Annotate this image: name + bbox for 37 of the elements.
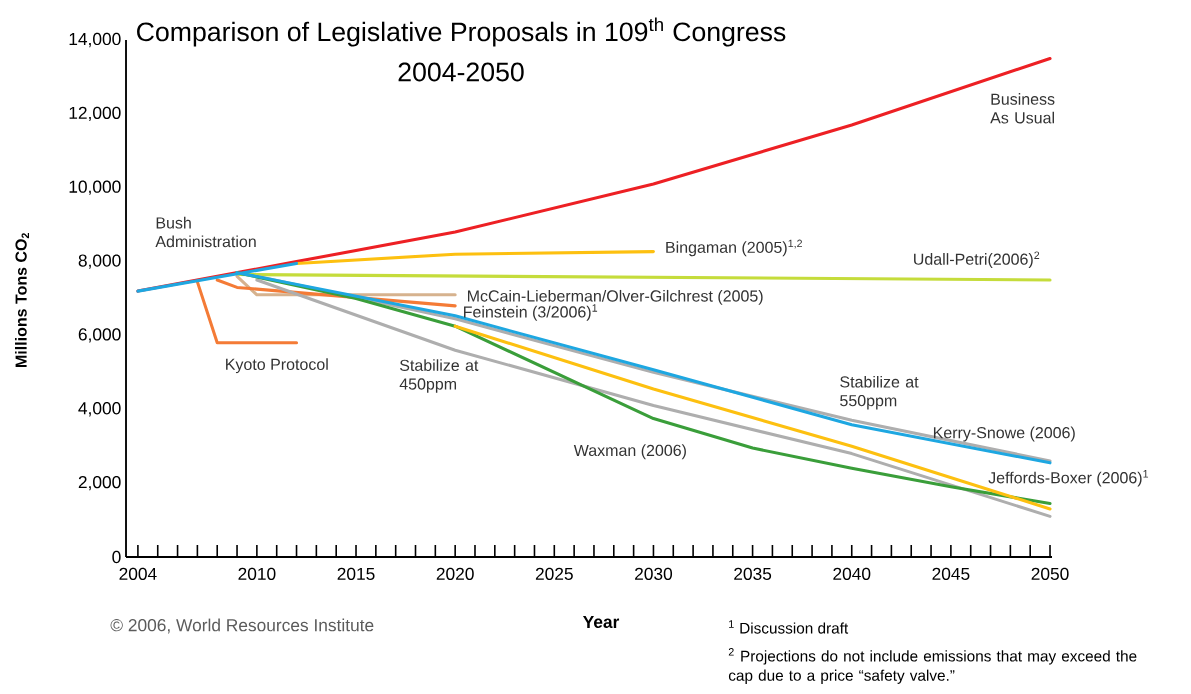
y-tick-label: 6,000 [78, 328, 121, 343]
series-label: Business As Usual [990, 93, 1055, 124]
y-tick-label: 8,000 [78, 254, 121, 269]
series-label: Bingaman (2005)$^{1,2}$ [666, 239, 802, 257]
y-tick-label: 10,000 [69, 180, 121, 195]
y-tick-label: 4,000 [78, 402, 121, 417]
x-tick-label: 2035 [734, 567, 772, 580]
series-label: Waxman (2006) [573, 444, 686, 460]
series-label: Bush Administration [155, 216, 256, 248]
x-tick-label: 2045 [932, 567, 970, 580]
x-tick-label: 2010 [238, 567, 276, 580]
x-axis-title: Year [582, 615, 620, 629]
series-label: Stabilize at 450ppm [399, 359, 479, 393]
text: $^{1}$ Discussion draft [729, 620, 849, 634]
series-label: Kyoto Protocol [226, 358, 328, 374]
x-tick-label: 2004 [119, 567, 157, 580]
x-tick-label: 2050 [1031, 567, 1069, 580]
series-label: McCain-Lieberman/Olver-Gilchrest (2005) [468, 289, 763, 305]
y-tick-label: 12,000 [69, 106, 121, 122]
x-tick-label: 2020 [436, 567, 474, 580]
text: $^{2}$ Projections do not include emissions that may exceed the cap due to a price “safety valve.” [728, 648, 1137, 684]
x-tick-label: 2040 [833, 567, 871, 580]
series-label: Kerry-Snowe (2006) [933, 426, 1075, 442]
y-axis-title: Millions Tons CO$_{2}$ [15, 233, 29, 367]
series-label: Stabilize at 550ppm [840, 375, 919, 410]
y-tick-label: 2,000 [78, 475, 121, 491]
chart-title: Comparison of Legislative Proposals in 109$^{th}$ Congress [137, 17, 786, 47]
text: © 2006, World Resources Institute [110, 618, 374, 634]
series-label: Jeffords-Boxer (2006)$^{1}$ [988, 470, 1149, 487]
series-label: Feinstein (3/2006)$^{1}$ [464, 304, 598, 321]
x-tick-label: 2025 [535, 567, 573, 580]
y-tick-label: 0 [112, 550, 121, 564]
text: 2004-2050 [398, 62, 524, 82]
series-label: Udall-Petri(2006)$^{2}$ [914, 251, 1040, 268]
y-tick-label: 14,000 [69, 32, 121, 48]
x-tick-label: 2030 [635, 567, 673, 580]
x-tick-label: 2015 [337, 567, 375, 580]
